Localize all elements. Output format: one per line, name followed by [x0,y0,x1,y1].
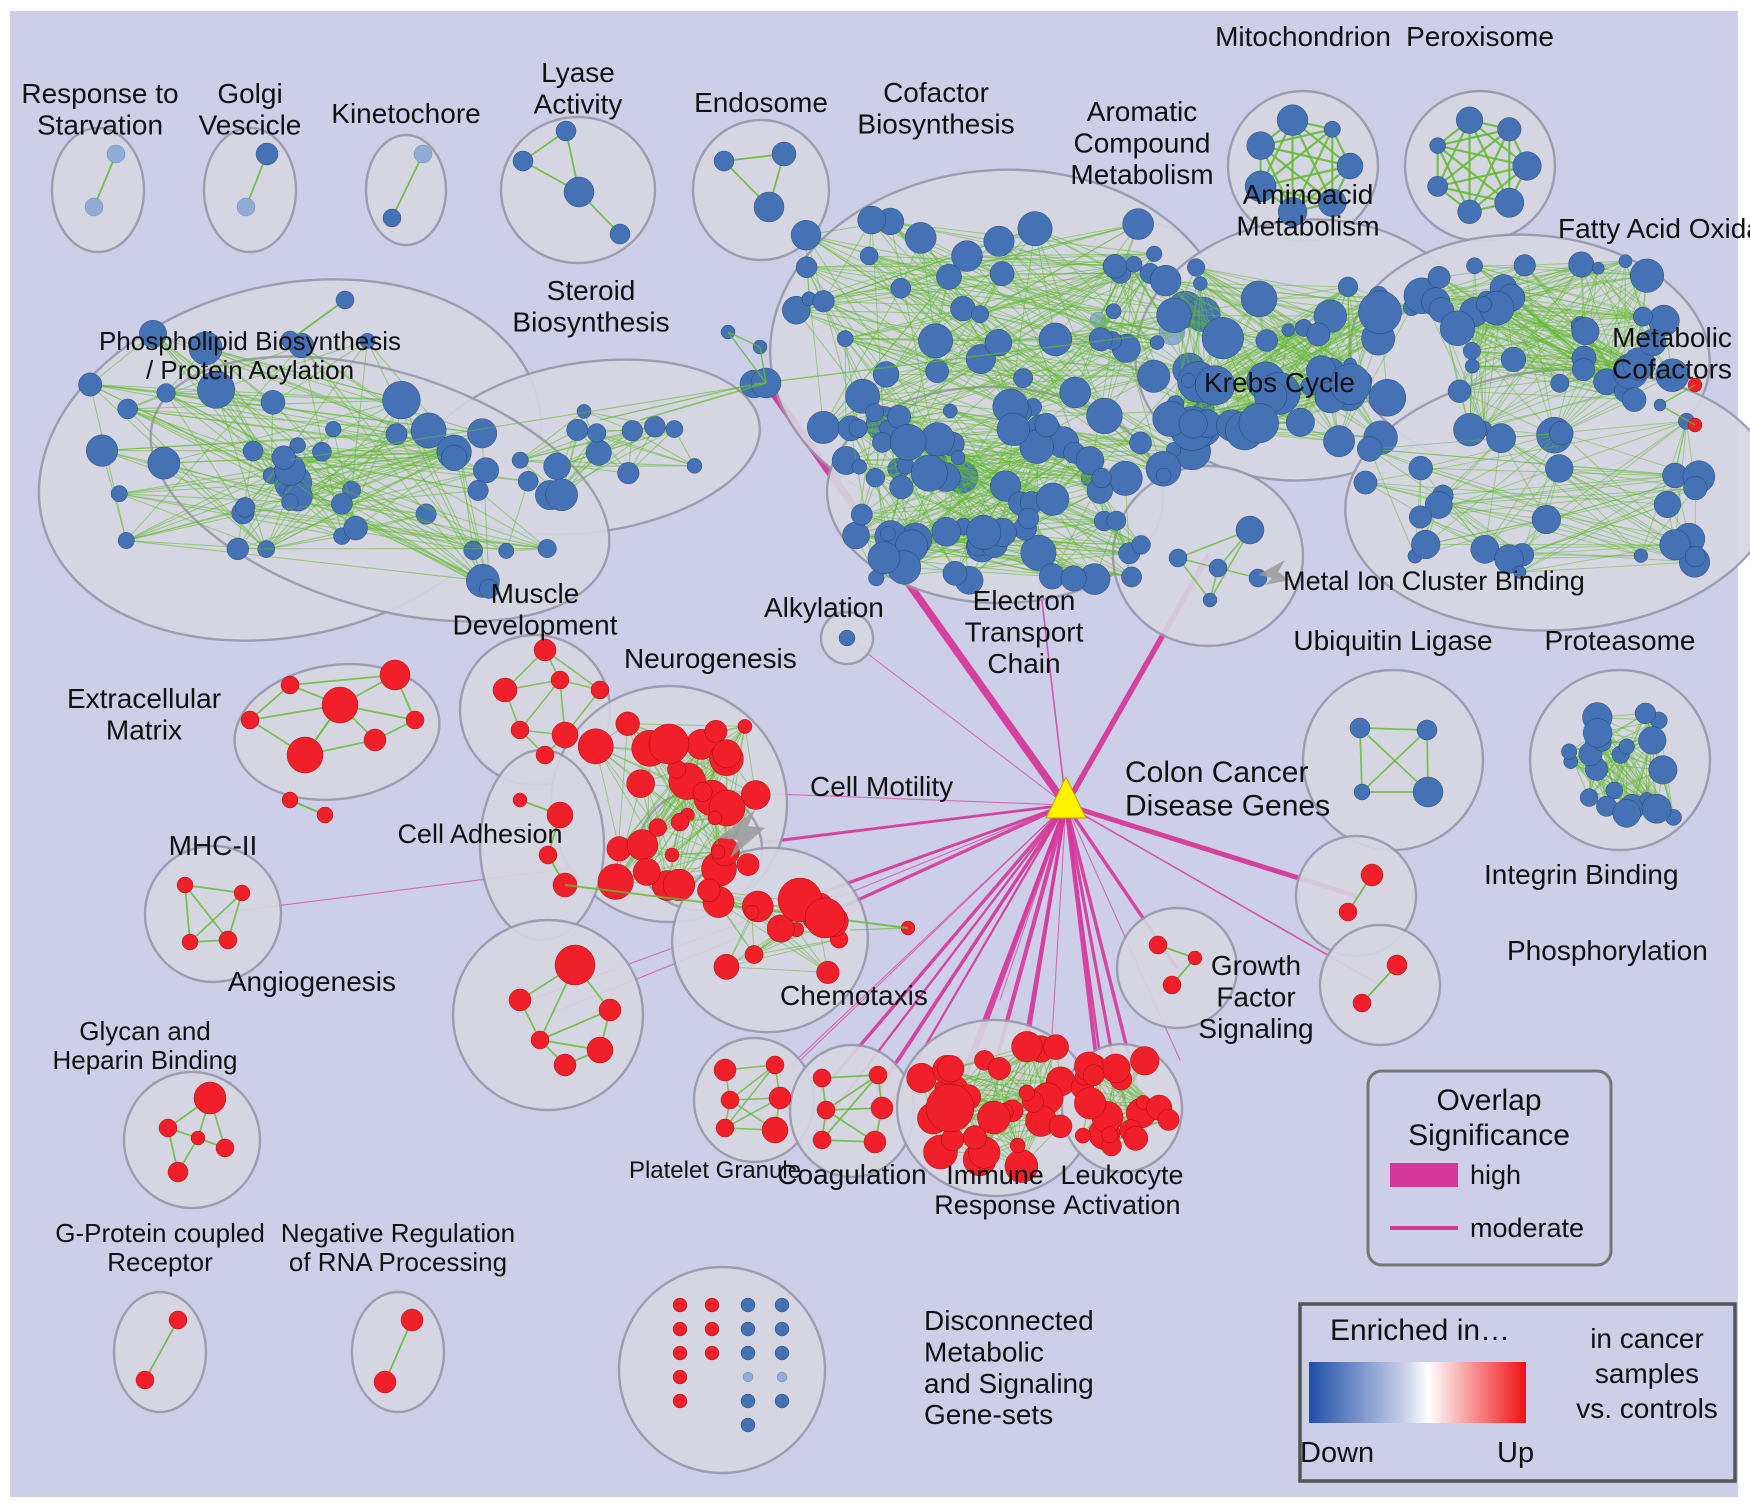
svg-text:Cell Adhesion: Cell Adhesion [397,819,562,849]
svg-text:Significance: Significance [1408,1119,1570,1152]
svg-text:Peroxisome: Peroxisome [1406,21,1554,52]
svg-text:Mitochondrion: Mitochondrion [1215,21,1391,52]
svg-text:vs. controls: vs. controls [1576,1393,1718,1424]
svg-text:Endosome: Endosome [694,87,828,118]
svg-text:samples: samples [1595,1358,1699,1389]
svg-text:Phosphorylation: Phosphorylation [1507,935,1708,966]
svg-text:Angiogenesis: Angiogenesis [228,966,396,997]
svg-text:Overlap: Overlap [1436,1084,1541,1117]
svg-text:Chemotaxis: Chemotaxis [780,980,928,1011]
svg-text:in cancer: in cancer [1590,1323,1704,1354]
svg-text:Neurogenesis: Neurogenesis [624,643,797,674]
svg-text:MHC-II: MHC-II [169,830,258,861]
svg-text:Ubiquitin Ligase: Ubiquitin Ligase [1293,625,1492,656]
svg-text:Down: Down [1300,1437,1374,1469]
svg-text:Coagulation: Coagulation [777,1159,926,1190]
svg-text:Enriched in…: Enriched in… [1330,1314,1510,1347]
svg-text:moderate: moderate [1470,1213,1584,1243]
svg-text:Krebs Cycle: Krebs Cycle [1204,367,1355,398]
svg-text:Integrin Binding: Integrin Binding [1484,859,1679,890]
svg-text:Metal Ion Cluster Binding: Metal Ion Cluster Binding [1283,566,1585,596]
svg-text:Fatty Acid Oxidation: Fatty Acid Oxidation [1558,213,1750,244]
svg-text:Kinetochore: Kinetochore [331,98,480,129]
svg-text:Alkylation: Alkylation [764,592,884,623]
svg-text:high: high [1470,1160,1521,1190]
svg-text:Up: Up [1497,1437,1534,1469]
svg-text:Platelet Granule: Platelet Granule [629,1157,801,1184]
svg-text:Cell Motility: Cell Motility [810,771,953,802]
svg-text:Proteasome: Proteasome [1545,625,1696,656]
